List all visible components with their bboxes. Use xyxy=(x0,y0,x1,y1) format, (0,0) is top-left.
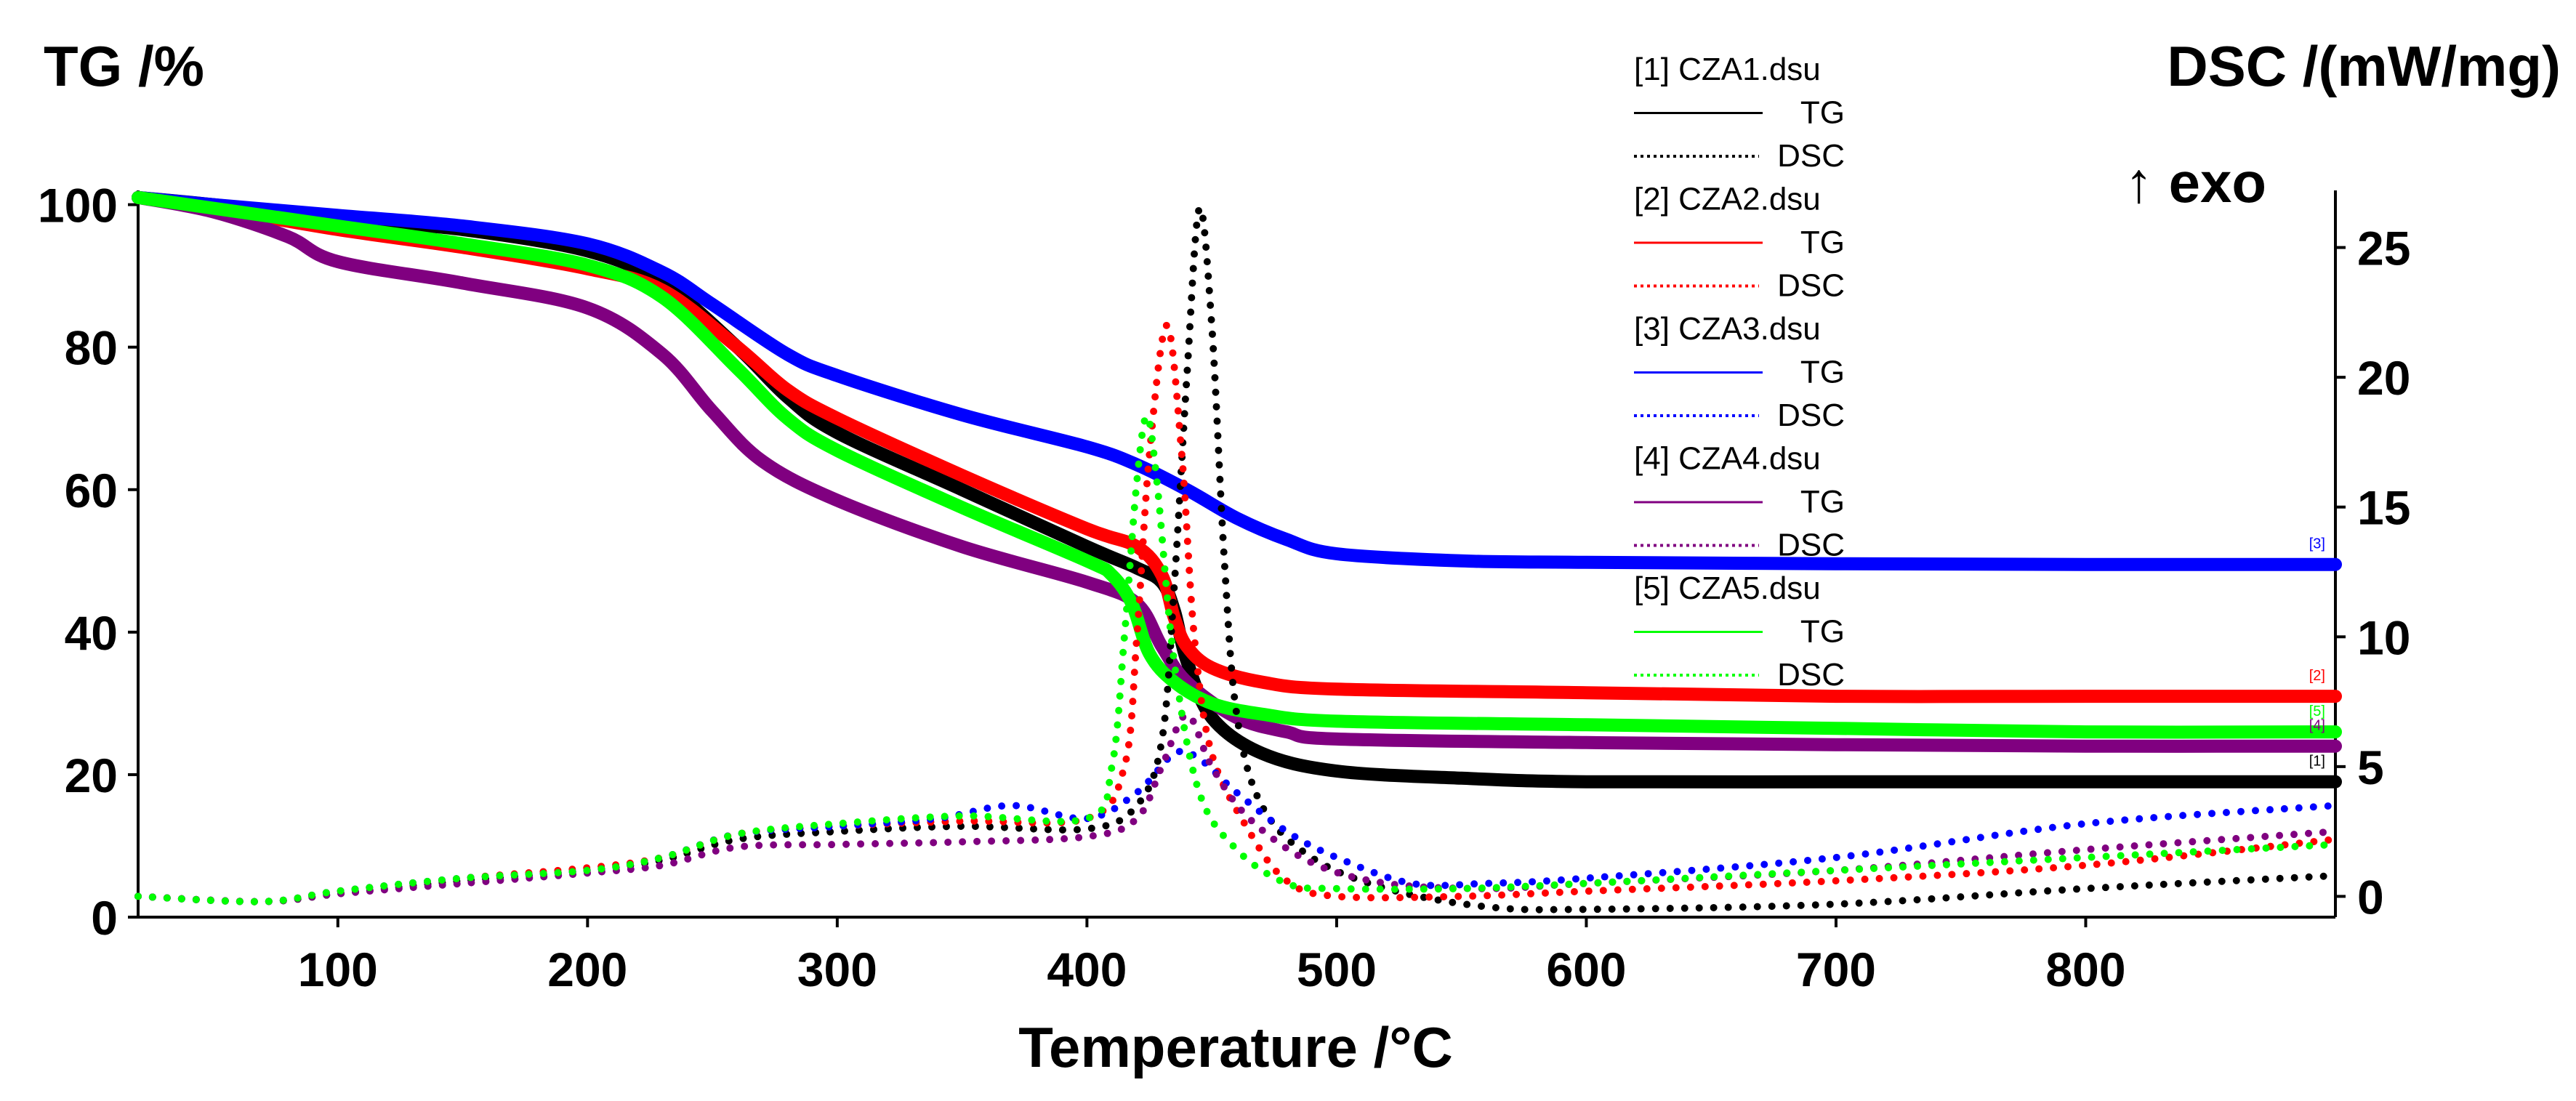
legend-file-3: [3] CZA3.dsu xyxy=(1634,311,1821,347)
y-right-axis-title: DSC /(mW/mg) xyxy=(2167,34,2561,98)
tg-curve-5 xyxy=(132,190,2342,739)
legend-tg-label-3: TG xyxy=(1800,355,1845,390)
x-tick-label: 800 xyxy=(2045,943,2125,996)
tg-end-tag-5: [5] xyxy=(2309,703,2325,719)
dsc-curves xyxy=(134,204,2339,914)
y-left-tick-label: 20 xyxy=(65,749,118,802)
y-left-tick-label: 40 xyxy=(65,606,118,660)
tg-end-tag-3: [3] xyxy=(2309,536,2325,552)
legend-tg-label-1: TG xyxy=(1800,95,1845,131)
x-tick-label: 300 xyxy=(797,943,877,996)
x-tick-label: 200 xyxy=(547,943,627,996)
legend-dsc-label-5: DSC xyxy=(1777,657,1845,693)
y-left-tick-label: 0 xyxy=(91,891,118,945)
tg-curve-3 xyxy=(132,190,2342,571)
legend-file-4: [4] CZA4.dsu xyxy=(1634,441,1821,477)
x-tick-label: 400 xyxy=(1047,943,1127,996)
y-left-tick-label: 80 xyxy=(65,321,118,375)
legend-dsc-label-2: DSC xyxy=(1777,268,1845,304)
dsc-curve-5 xyxy=(134,412,2339,906)
legend: [1] CZA1.dsu TG DSC [2] CZA2.dsu TG DSC [3] CZ… xyxy=(1634,52,1845,693)
legend-file-1: [1] CZA1.dsu xyxy=(1634,52,1821,87)
curve-end-labels: [1] [2] [3] [4][5] xyxy=(2309,536,2325,770)
y-right-tick-label: 5 xyxy=(2357,741,2384,794)
legend-tg-label-5: TG xyxy=(1800,614,1845,650)
axis-ticks: 100 200 300 400 500 600 700 800 0 20 40 60 80 100 0 5 10… xyxy=(38,179,2411,996)
x-tick-label: 100 xyxy=(298,943,378,996)
exo-indicator: ↑ exo xyxy=(2125,150,2266,214)
legend-dsc-label-4: DSC xyxy=(1777,528,1845,563)
legend-file-5: [5] CZA5.dsu xyxy=(1634,570,1821,606)
y-right-tick-label: 20 xyxy=(2357,351,2410,405)
y-right-tick-label: 10 xyxy=(2357,610,2410,664)
x-axis-title: Temperature /°C xyxy=(1018,1015,1453,1079)
tg-end-tag-2: [2] xyxy=(2309,668,2325,684)
x-tick-label: 700 xyxy=(1796,943,1876,996)
tg-end-tag-1: [1] xyxy=(2309,754,2325,770)
y-left-tick-label: 100 xyxy=(38,179,118,233)
legend-tg-label-4: TG xyxy=(1800,484,1845,520)
x-tick-label: 600 xyxy=(1546,943,1626,996)
y-left-axis-title: TG /% xyxy=(44,34,204,98)
tg-end-tag-4: [4] xyxy=(2309,718,2325,734)
y-right-tick-label: 15 xyxy=(2357,481,2410,535)
legend-file-2: [2] CZA2.dsu xyxy=(1634,182,1821,217)
legend-tg-label-2: TG xyxy=(1800,225,1845,260)
y-right-tick-label: 0 xyxy=(2357,870,2384,924)
tg-curves xyxy=(132,190,2342,789)
x-tick-label: 500 xyxy=(1297,943,1377,996)
y-right-tick-label: 25 xyxy=(2357,222,2410,275)
y-left-tick-label: 60 xyxy=(65,464,118,517)
dsc-curve-2 xyxy=(134,321,2339,906)
legend-dsc-label-1: DSC xyxy=(1777,138,1845,174)
legend-dsc-label-3: DSC xyxy=(1777,398,1845,433)
tg-curve-4 xyxy=(132,190,2342,753)
